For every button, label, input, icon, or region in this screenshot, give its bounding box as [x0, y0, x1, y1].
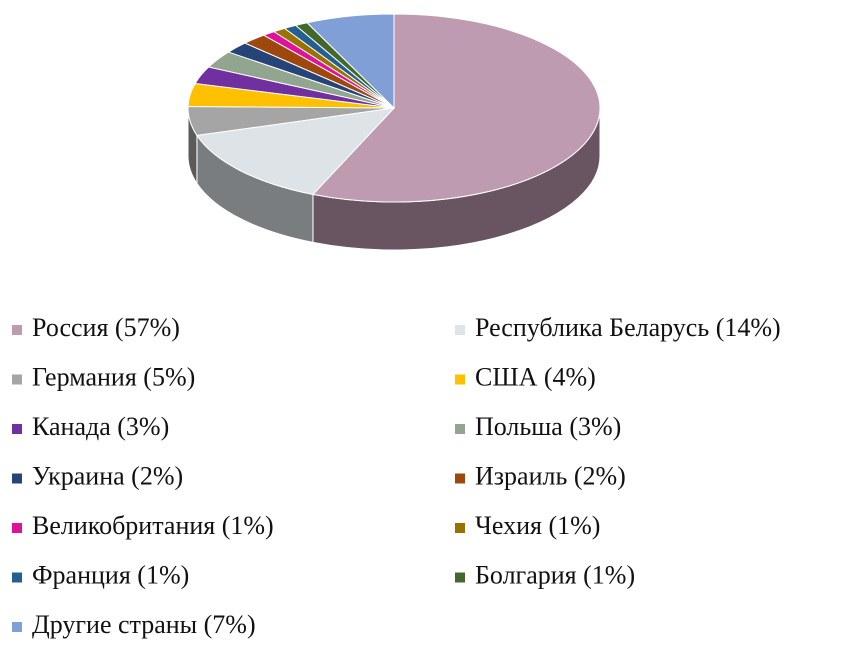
legend-swatch — [12, 473, 22, 484]
legend-swatch — [12, 424, 22, 434]
legend-label: Германия (5%) — [32, 362, 195, 391]
slice — [306, 13, 395, 110]
legend-swatch — [12, 325, 22, 335]
legend-swatch — [455, 572, 465, 583]
legend-swatch — [455, 374, 465, 385]
legend-swatch — [12, 572, 22, 583]
slice — [311, 13, 601, 203]
legend-swatch — [12, 374, 22, 385]
legend-label: Чехия (1%) — [475, 511, 600, 540]
legend-label: США (4%) — [475, 362, 596, 391]
legend-label: Франция (1%) — [32, 560, 189, 589]
legend-label: Украина (2%) — [32, 461, 183, 490]
legend-label: Россия (57%) — [32, 313, 180, 342]
legend-swatch — [12, 523, 22, 533]
legend-swatch — [12, 622, 22, 632]
legend-label: Польша (3%) — [475, 412, 621, 441]
legend-label: Канада (3%) — [32, 412, 169, 441]
legend-label: Болгария (1%) — [475, 560, 635, 589]
legend-swatch — [455, 424, 465, 434]
legend-label: Великобритания (1%) — [32, 511, 274, 540]
legend-swatch — [455, 473, 465, 484]
legend-swatch — [455, 325, 465, 335]
legend-label: Другие страны (7%) — [32, 610, 256, 639]
legend-label: Израиль (2%) — [475, 461, 626, 490]
slice — [196, 107, 396, 195]
legend-swatch — [455, 523, 465, 533]
legend-label: Республика Беларусь (14%) — [475, 313, 781, 342]
